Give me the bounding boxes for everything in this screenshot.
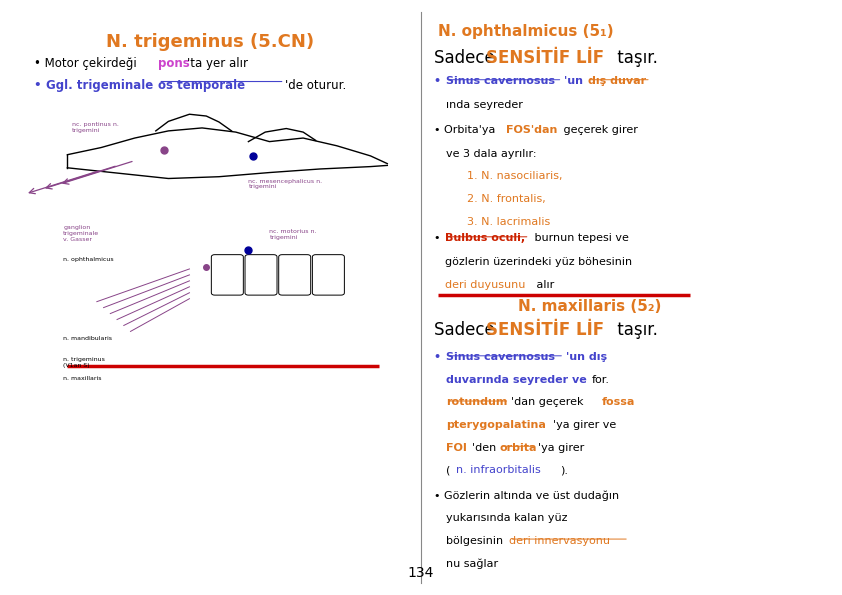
FancyBboxPatch shape xyxy=(312,255,344,295)
Text: • Motor çekirdeği: • Motor çekirdeği xyxy=(34,57,140,70)
Text: N. maxillaris (5₂): N. maxillaris (5₂) xyxy=(518,299,661,314)
Text: n. infraorbitalis: n. infraorbitalis xyxy=(456,465,541,475)
Text: burnun tepesi ve: burnun tepesi ve xyxy=(531,233,629,243)
Text: taşır.: taşır. xyxy=(612,49,658,67)
Text: Sinus cavernosus: Sinus cavernosus xyxy=(446,352,555,362)
Text: n. trigeminus
(V1an S): n. trigeminus (V1an S) xyxy=(63,357,105,368)
Text: 'den: 'den xyxy=(472,443,500,453)
Text: •: • xyxy=(34,79,45,92)
Text: 134: 134 xyxy=(408,566,434,580)
Text: for.: for. xyxy=(592,375,610,385)
Text: gözlerin üzerindeki yüz böhesinin: gözlerin üzerindeki yüz böhesinin xyxy=(445,257,632,267)
Text: pterygopalatina: pterygopalatina xyxy=(446,420,546,430)
Text: deri duyusunu: deri duyusunu xyxy=(445,280,525,290)
FancyBboxPatch shape xyxy=(245,255,277,295)
Text: 'ta yer alır: 'ta yer alır xyxy=(187,57,248,70)
Text: alır: alır xyxy=(533,280,554,290)
Text: • Orbita'ya: • Orbita'ya xyxy=(434,125,498,135)
Text: Sinus cavernosus: Sinus cavernosus xyxy=(446,76,555,86)
Text: bölgesinin: bölgesinin xyxy=(446,536,507,546)
Text: os temporale: os temporale xyxy=(158,79,245,92)
Text: Ggl. trigeminale: Ggl. trigeminale xyxy=(46,79,157,92)
Text: n. maxillaris: n. maxillaris xyxy=(63,376,102,381)
Text: 3. N. lacrimalis: 3. N. lacrimalis xyxy=(467,217,551,227)
Text: N. ophthalmicus (5₁): N. ophthalmicus (5₁) xyxy=(439,24,614,39)
Text: 1. N. nasociliaris,: 1. N. nasociliaris, xyxy=(467,171,562,181)
Text: nu sağlar: nu sağlar xyxy=(446,558,498,569)
Text: pons: pons xyxy=(158,57,190,70)
Text: rotundum: rotundum xyxy=(446,397,508,408)
Text: nc. motorius n.
trigemini: nc. motorius n. trigemini xyxy=(269,229,317,240)
Text: (: ( xyxy=(446,465,450,475)
Text: deri innervasyonu: deri innervasyonu xyxy=(509,536,610,546)
Text: 'un dış: 'un dış xyxy=(566,352,607,362)
Text: •: • xyxy=(434,233,444,243)
Text: fossa: fossa xyxy=(602,397,636,408)
Text: orbita: orbita xyxy=(499,443,537,453)
Text: SENSİTİF LİF: SENSİTİF LİF xyxy=(486,49,604,67)
Text: 2. N. frontalis,: 2. N. frontalis, xyxy=(467,194,546,204)
Text: ve 3 dala ayrılır:: ve 3 dala ayrılır: xyxy=(446,149,536,159)
Text: n. ophthalmicus: n. ophthalmicus xyxy=(63,257,114,262)
Text: n. mandibularis: n. mandibularis xyxy=(63,336,112,341)
Text: ).: ). xyxy=(560,465,568,475)
Text: N. trigeminus (5.CN): N. trigeminus (5.CN) xyxy=(106,33,315,51)
Text: Sadece: Sadece xyxy=(434,49,499,67)
FancyBboxPatch shape xyxy=(279,255,311,295)
Text: ında seyreder: ında seyreder xyxy=(446,100,523,110)
Text: Bulbus oculi,: Bulbus oculi, xyxy=(445,233,525,243)
Text: FOS'dan: FOS'dan xyxy=(506,125,557,135)
Text: nc. mesencephalicus n.
trigemini: nc. mesencephalicus n. trigemini xyxy=(248,178,322,189)
FancyBboxPatch shape xyxy=(211,255,243,295)
Text: geçerek girer: geçerek girer xyxy=(560,125,637,135)
Text: • Gözlerin altında ve üst dudağın: • Gözlerin altında ve üst dudağın xyxy=(434,490,619,501)
Text: Sadece: Sadece xyxy=(434,321,499,339)
Text: FOI: FOI xyxy=(446,443,467,453)
Text: •: • xyxy=(434,352,445,362)
Text: 'ya girer ve: 'ya girer ve xyxy=(553,420,616,430)
Text: 'un: 'un xyxy=(564,76,587,86)
Text: 'de oturur.: 'de oturur. xyxy=(285,79,346,92)
Text: dış duvar: dış duvar xyxy=(588,76,646,86)
Text: duvarında seyreder ve: duvarında seyreder ve xyxy=(446,375,591,385)
Text: taşır.: taşır. xyxy=(612,321,658,339)
Text: 'ya girer: 'ya girer xyxy=(538,443,584,453)
Text: yukarısında kalan yüz: yukarısında kalan yüz xyxy=(446,513,568,523)
Text: SENSİTİF LİF: SENSİTİF LİF xyxy=(486,321,604,339)
Text: 'dan geçerek: 'dan geçerek xyxy=(511,397,587,408)
Text: ganglion
trigeminale
v. Gasser: ganglion trigeminale v. Gasser xyxy=(63,225,99,242)
Text: •: • xyxy=(434,76,445,86)
Text: nc. pontinus n.
trigemini: nc. pontinus n. trigemini xyxy=(72,122,119,133)
